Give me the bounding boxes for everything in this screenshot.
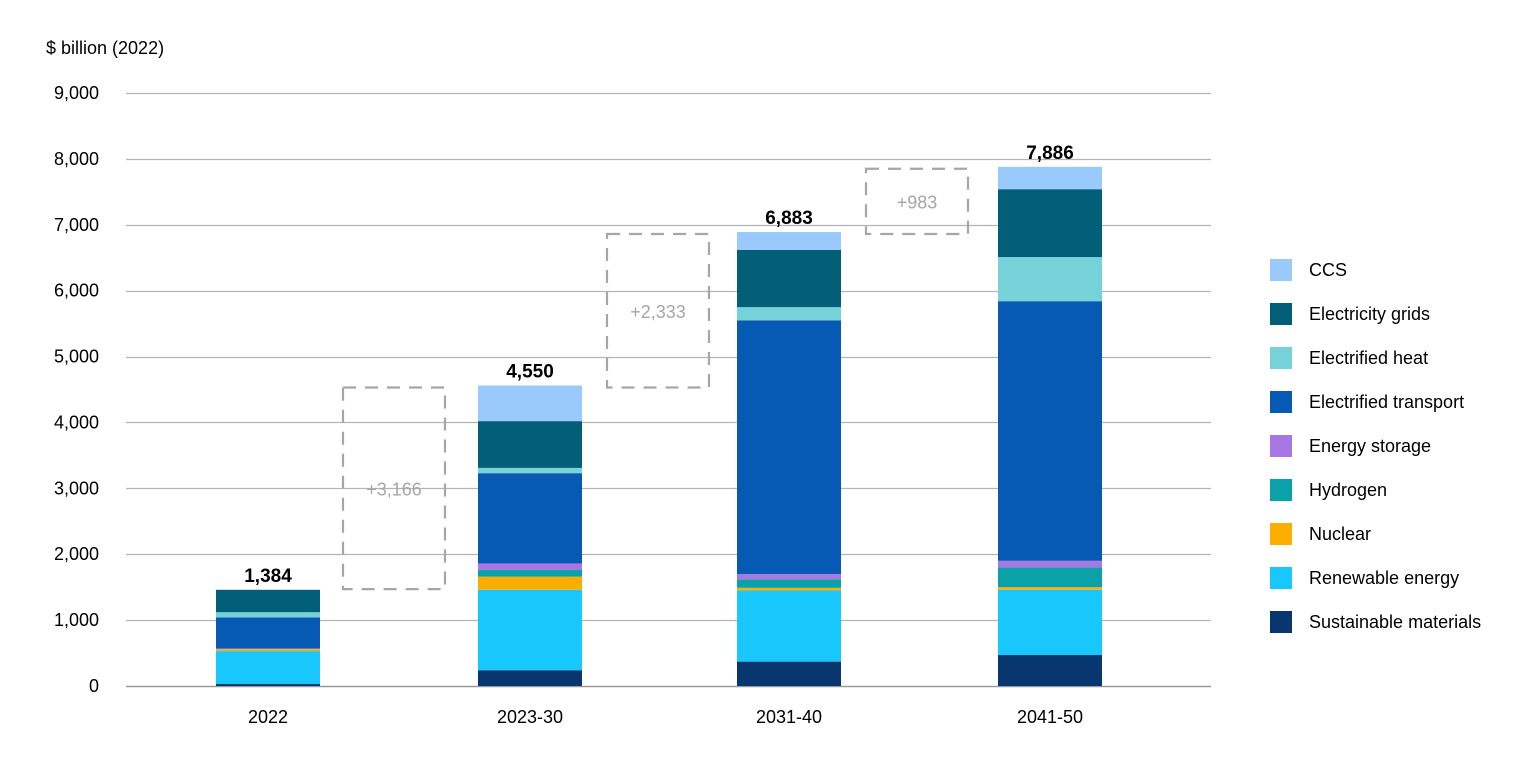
bar-segment-electricity-grids	[216, 589, 320, 613]
legend: CCS Electricity grids Electrified heat Elec…	[1270, 248, 1532, 644]
bar-segment-sustainable-materials	[216, 684, 320, 686]
bar-segment-electrified-transport	[737, 320, 841, 574]
y-tick-label: 5,000	[54, 347, 99, 367]
bar-segment-electrified-transport	[216, 617, 320, 649]
bar-segment-electricity-grids	[998, 189, 1102, 258]
legend-label: CCS	[1309, 259, 1348, 280]
bar-total-label: 6,883	[765, 208, 813, 229]
bar-segment-ccs	[998, 166, 1102, 190]
x-tick-label: 2022	[248, 707, 288, 727]
change-label: +2,333	[630, 302, 686, 322]
bar-segment-sustainable-materials	[478, 670, 582, 686]
bar-segment-nuclear	[216, 649, 320, 652]
legend-label: Energy storage	[1309, 435, 1432, 456]
legend-item: Electrified transport	[1270, 380, 1532, 424]
bar-segment-electrified-heat	[216, 612, 320, 618]
y-tick-label: 3,000	[54, 478, 99, 498]
legend-label: Sustainable materials	[1309, 611, 1482, 632]
bar-segment-hydrogen	[478, 570, 582, 577]
bar-segment-electrified-heat	[478, 467, 582, 474]
y-tick-label: 9,000	[54, 83, 99, 103]
x-tick-label: 2031-40	[756, 707, 822, 727]
x-tick-label: 2041-50	[1017, 707, 1083, 727]
legend-label: Nuclear	[1309, 523, 1372, 544]
bar-segment-nuclear	[737, 587, 841, 591]
legend-swatch	[1270, 303, 1292, 325]
change-box	[864, 167, 970, 236]
legend-item: Electricity grids	[1270, 292, 1532, 336]
legend-item: Hydrogen	[1270, 468, 1532, 512]
legend-item: CCS	[1270, 248, 1532, 292]
change-label: +983	[897, 192, 938, 212]
bar-segment-hydrogen	[737, 579, 841, 588]
bar-segment-electrified-heat	[737, 307, 841, 321]
y-tick-label: 7,000	[54, 215, 99, 235]
bar-segment-renewable-energy	[478, 589, 582, 671]
bar-segment-electrified-transport	[998, 301, 1102, 561]
legend-item: Energy storage	[1270, 424, 1532, 468]
bar-segment-energy-storage	[216, 648, 320, 650]
legend-item: Nuclear	[1270, 512, 1532, 556]
bar-segment-energy-storage	[478, 563, 582, 571]
legend-swatch	[1270, 523, 1292, 545]
legend-label: Electrified transport	[1309, 391, 1465, 412]
legend-swatch	[1270, 435, 1292, 457]
legend-label: Renewable energy	[1309, 567, 1460, 588]
legend-swatch	[1270, 347, 1292, 369]
bar-segment-renewable-energy	[998, 589, 1102, 656]
y-tick-label: 1,000	[54, 610, 99, 630]
legend-item: Sustainable materials	[1270, 600, 1532, 644]
bar-segment-ccs	[478, 385, 582, 422]
bar-total-label: 7,886	[1026, 143, 1074, 164]
bars	[216, 166, 1102, 686]
change-annotations: +3,166 +2,333 +983	[341, 167, 970, 591]
bar-segment-electricity-grids	[478, 421, 582, 468]
bar-segment-sustainable-materials	[737, 661, 841, 686]
legend-swatch	[1270, 611, 1292, 633]
bar-segment-sustainable-materials	[998, 655, 1102, 686]
legend-swatch	[1270, 479, 1292, 501]
y-tick-label: 2,000	[54, 544, 99, 564]
y-tick-label: 4,000	[54, 412, 99, 432]
change-label: +3,166	[366, 479, 422, 499]
bar-segment-energy-storage	[998, 560, 1102, 568]
bar-segment-nuclear	[478, 576, 582, 590]
bar-segment-electrified-transport	[478, 473, 582, 564]
legend-label: Electricity grids	[1309, 303, 1431, 324]
legend-item: Electrified heat	[1270, 336, 1532, 380]
change-box	[605, 232, 711, 389]
bar-total-label: 1,384	[244, 566, 292, 587]
labels: 0 1,000 2,000 3,000 4,000 5,000 6,000 7,000 8,00…	[54, 83, 1083, 727]
bar-segment-hydrogen	[998, 567, 1102, 588]
y-axis-unit-label: $ billion (2022)	[46, 38, 165, 58]
legend-swatch	[1270, 391, 1292, 413]
legend-label: Electrified heat	[1309, 347, 1429, 368]
legend-item: Renewable energy	[1270, 556, 1532, 600]
bar-total-label: 4,550	[506, 362, 554, 383]
x-tick-label: 2023-30	[497, 707, 563, 727]
legend-label: Hydrogen	[1309, 479, 1388, 500]
change-box	[341, 386, 447, 591]
bar-segment-nuclear	[998, 587, 1102, 590]
bar-segment-electricity-grids	[737, 249, 841, 308]
y-tick-label: 8,000	[54, 149, 99, 169]
bar-segment-energy-storage	[737, 573, 841, 580]
bar-segment-renewable-energy	[216, 651, 320, 685]
legend-swatch	[1270, 259, 1292, 281]
y-tick-label: 0	[89, 676, 99, 696]
y-tick-label: 6,000	[54, 281, 99, 301]
legend-swatch	[1270, 567, 1292, 589]
bar-segment-renewable-energy	[737, 590, 841, 662]
bar-segment-ccs	[737, 232, 841, 250]
bar-segment-electrified-heat	[998, 257, 1102, 302]
